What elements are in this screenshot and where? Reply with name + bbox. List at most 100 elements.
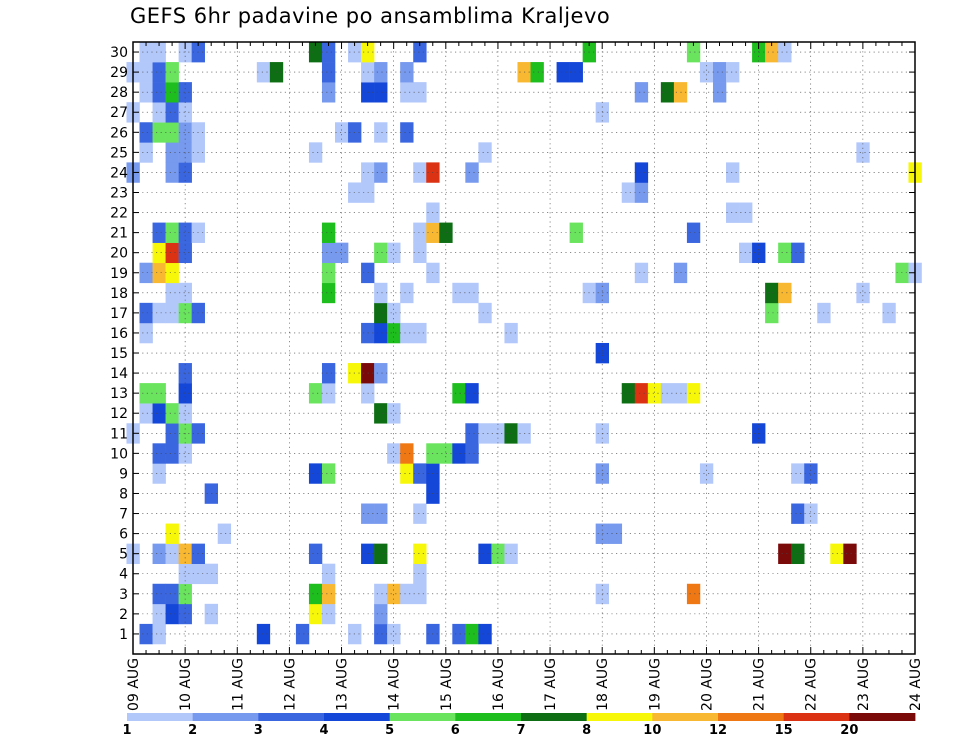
heatmap-cell	[712, 62, 727, 83]
y-tick-label: 29	[110, 65, 128, 81]
heatmap-cell	[165, 543, 179, 565]
heatmap-cell	[139, 42, 153, 63]
heatmap-cell	[465, 443, 479, 464]
heatmap-cell	[165, 162, 179, 183]
heatmap-cell	[387, 623, 401, 645]
heatmap-cell	[413, 463, 427, 484]
x-tick-label: 16 AUG	[491, 658, 507, 711]
heatmap-cell	[413, 543, 427, 565]
y-tick-label: 19	[110, 266, 128, 282]
heatmap-cell	[152, 583, 166, 605]
colorbar-label: 5	[385, 723, 394, 738]
heatmap-cell	[647, 383, 662, 404]
heatmap-cell	[791, 242, 805, 264]
heatmap-cell	[804, 463, 818, 484]
heatmap-cell	[413, 322, 427, 344]
heatmap-cell	[321, 282, 336, 304]
heatmap-cell	[178, 82, 192, 103]
x-tick-label: 18 AUG	[595, 658, 611, 711]
heatmap-cell	[321, 463, 336, 484]
heatmap-cell	[726, 62, 740, 83]
x-tick-label: 12 AUG	[282, 658, 298, 711]
heatmap-cell	[478, 423, 492, 444]
y-tick-label: 30	[110, 45, 128, 61]
y-tick-label: 11	[110, 426, 128, 442]
y-tick-label: 15	[110, 346, 128, 362]
colorbar-swatch	[127, 713, 194, 721]
heatmap-cell	[139, 302, 153, 324]
colorbar-label: 7	[516, 723, 525, 738]
heatmap-cell	[178, 282, 192, 304]
colorbar-label: 4	[319, 723, 328, 738]
heatmap-cell	[321, 603, 336, 625]
heatmap-cell	[178, 563, 192, 585]
x-tick-label: 17 AUG	[543, 658, 559, 711]
heatmap-cell	[165, 142, 179, 163]
heatmap-cell	[634, 82, 649, 103]
colorbar-label: 12	[709, 723, 727, 738]
heatmap-cell	[726, 202, 740, 223]
heatmap-cell	[335, 242, 349, 264]
y-tick-label: 5	[119, 547, 128, 563]
y-tick-label: 8	[119, 486, 128, 502]
heatmap-cell	[152, 302, 166, 324]
heatmap-cell	[478, 543, 492, 565]
heatmap-cell	[387, 583, 401, 605]
heatmap-cell	[400, 443, 414, 464]
heatmap-cell	[621, 383, 636, 404]
heatmap-cell	[308, 142, 323, 163]
heatmap-cell	[321, 42, 336, 63]
heatmap-cell	[165, 282, 179, 304]
y-tick-label: 26	[110, 125, 128, 141]
heatmap-cell	[308, 463, 323, 484]
heatmap-cell	[152, 463, 166, 484]
heatmap-cell	[178, 403, 192, 424]
heatmap-cell	[400, 82, 414, 103]
heatmap-cell	[452, 282, 466, 304]
heatmap-cell	[400, 583, 414, 605]
y-tick-label: 14	[110, 366, 128, 382]
heatmap-cell	[843, 543, 857, 565]
heatmap-cell	[478, 302, 492, 324]
heatmap-cell	[321, 62, 336, 83]
heatmap-cell	[712, 82, 727, 103]
heatmap-cell	[374, 122, 388, 143]
heatmap-cell	[413, 583, 427, 605]
colorbar-swatch	[718, 713, 785, 721]
heatmap-cell	[765, 302, 779, 324]
heatmap-cell	[321, 383, 336, 404]
heatmap-cell	[165, 82, 179, 103]
y-tick-label: 13	[110, 386, 128, 402]
heatmap-cell	[139, 122, 153, 143]
heatmap-cell	[413, 503, 427, 524]
y-tick-label: 7	[119, 507, 128, 523]
heatmap-cell	[178, 302, 192, 324]
heatmap-cell	[556, 62, 570, 83]
x-tick-label: 20 AUG	[699, 658, 715, 711]
x-tick-label: 22 AUG	[804, 658, 820, 711]
heatmap-cell	[152, 603, 166, 625]
heatmap-cell	[569, 222, 583, 243]
heatmap-cell	[634, 383, 649, 404]
heatmap-cell	[465, 423, 479, 444]
heatmap-cell	[465, 383, 479, 404]
y-tick-label: 2	[119, 607, 128, 623]
heatmap-cell	[139, 322, 153, 344]
heatmap-cell	[152, 122, 166, 143]
heatmap-cell	[778, 543, 792, 565]
x-tick-label: 14 AUG	[387, 658, 403, 711]
heatmap-cell	[139, 262, 153, 284]
heatmap-cell	[165, 423, 179, 444]
x-tick-label: 24 AUG	[908, 658, 924, 711]
heatmap-cell	[165, 242, 179, 264]
heatmap-cell	[374, 282, 388, 304]
heatmap-cell	[413, 563, 427, 585]
y-tick-label: 25	[110, 145, 128, 161]
y-tick-label: 20	[110, 246, 128, 262]
x-tick-label: 09 AUG	[126, 658, 142, 711]
y-tick-label: 21	[110, 226, 128, 242]
heatmap-cell	[321, 82, 336, 103]
heatmap-cell	[400, 122, 414, 143]
heatmap-cell	[413, 162, 427, 183]
